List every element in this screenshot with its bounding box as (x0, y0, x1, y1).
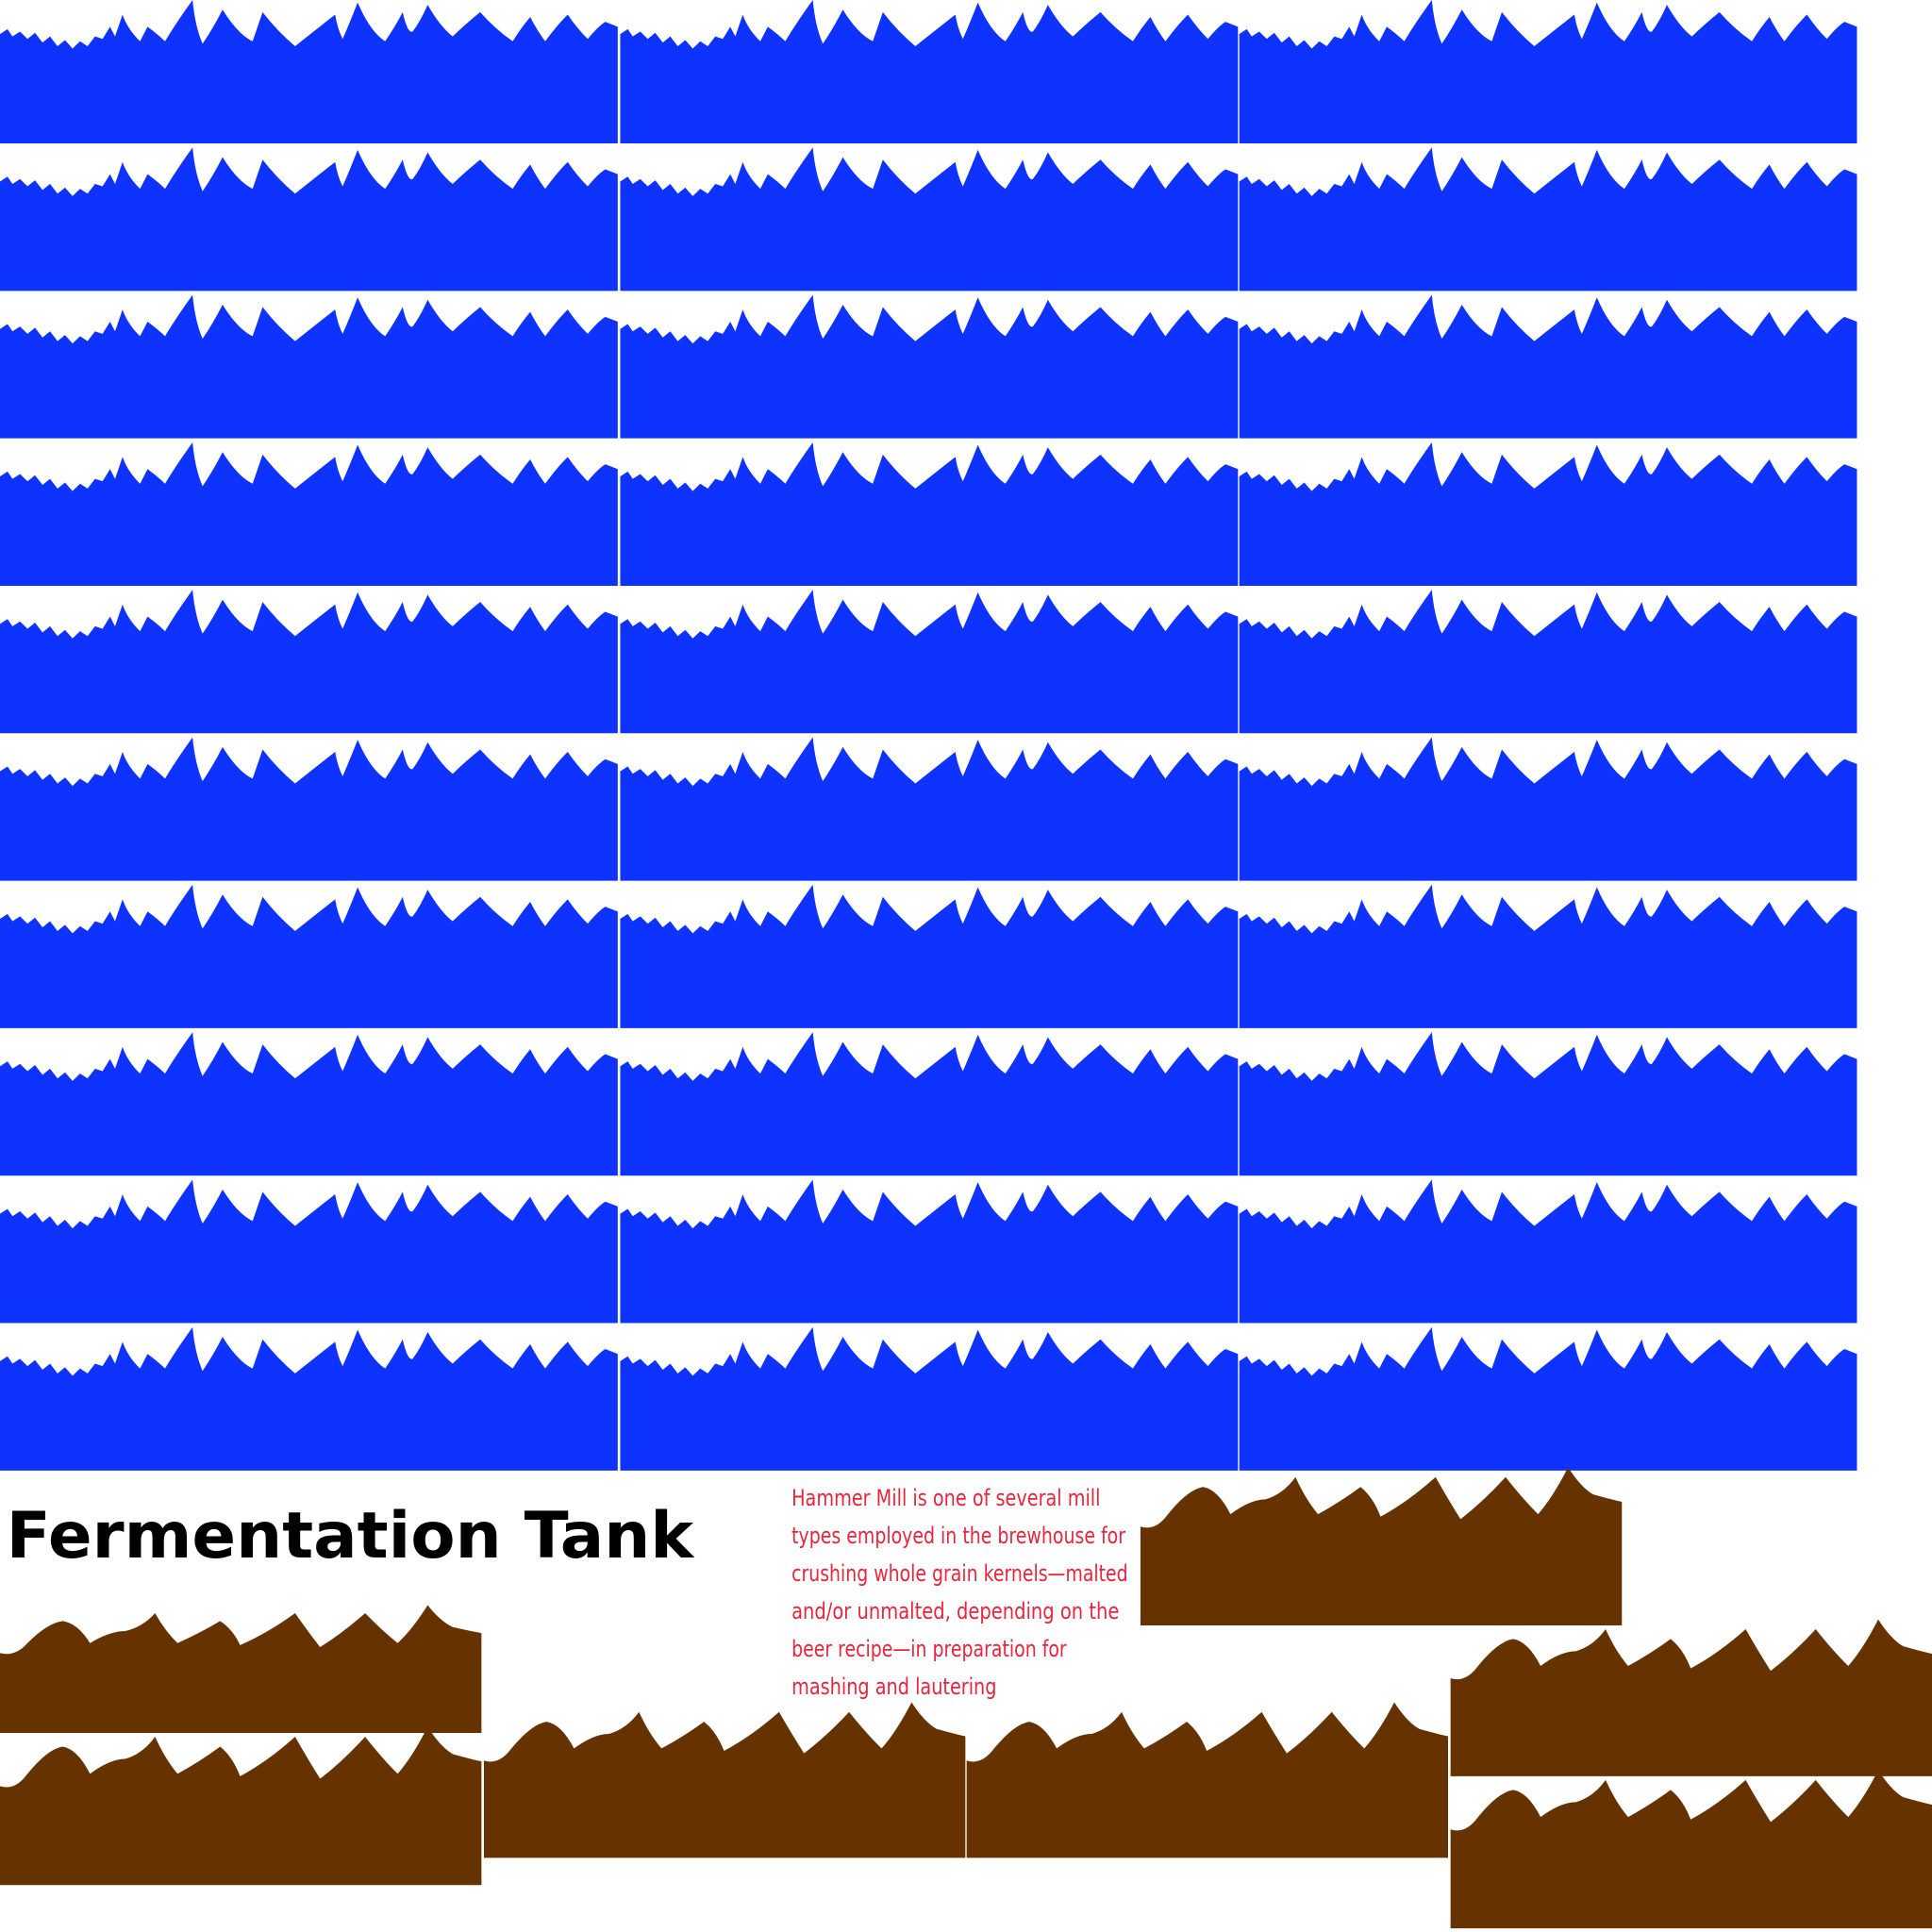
water-tile (620, 590, 1239, 734)
water-tile (1239, 884, 1857, 1028)
water-tile (1239, 590, 1857, 734)
description-line: Hammer Mill is one of several mill (791, 1485, 1100, 1511)
ground-tile (483, 1702, 966, 1858)
water-tile (620, 294, 1239, 439)
description-line: and/or unmalted, depending on the (791, 1598, 1119, 1624)
water-tile (0, 884, 618, 1028)
water-tiles (0, 0, 1857, 1471)
water-tile (1239, 1179, 1857, 1324)
ground-tile (1140, 1467, 1623, 1626)
ground-tile (966, 1702, 1449, 1858)
water-tile (620, 1326, 1239, 1471)
water-tile (620, 1032, 1239, 1176)
water-tile (620, 0, 1239, 143)
water-tile (0, 147, 618, 291)
water-tile (620, 737, 1239, 881)
ground-tile (1450, 1770, 1932, 1929)
water-tile (620, 1179, 1239, 1324)
description-line: beer recipe—in preparation for (791, 1636, 1067, 1662)
water-tile (1239, 737, 1857, 881)
description-line: mashing and lautering (791, 1674, 996, 1700)
water-tile (0, 441, 618, 586)
water-tile (0, 0, 618, 143)
title: Fermentation Tank (7, 1498, 695, 1574)
water-tile (620, 147, 1239, 291)
water-tile (0, 737, 618, 881)
water-tile (0, 1326, 618, 1471)
water-tile (1239, 147, 1857, 291)
water-tile (0, 1179, 618, 1324)
water-tile (0, 294, 618, 439)
description-line: crushing whole grain kernels—malted (791, 1560, 1128, 1587)
water-tile (620, 441, 1239, 586)
water-tile (1239, 441, 1857, 586)
description: Hammer Mill is one of several mill types … (791, 1485, 1128, 1700)
ground-tile (1450, 1619, 1932, 1776)
ground-tile (0, 1605, 482, 1734)
water-tile (0, 1032, 618, 1176)
water-tile (1239, 0, 1857, 143)
water-tile (620, 884, 1239, 1028)
water-tile (1239, 1032, 1857, 1176)
water-tile (1239, 1326, 1857, 1471)
description-line: types employed in the brewhouse for (791, 1523, 1125, 1549)
ground-tile (0, 1726, 482, 1886)
water-tile (1239, 294, 1857, 439)
water-tile (0, 590, 618, 734)
